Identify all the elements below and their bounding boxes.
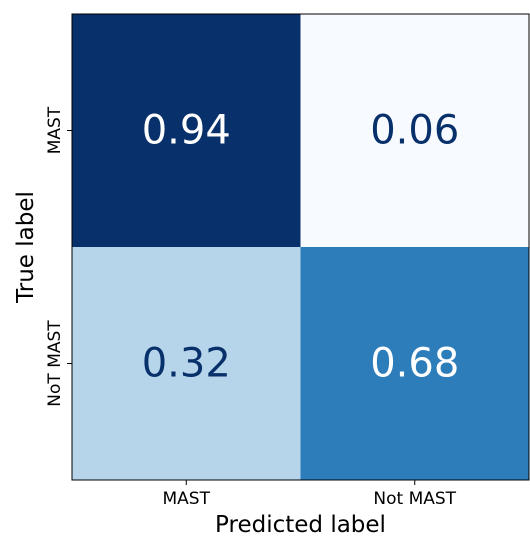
heatmap-cell-r1-c0	[72, 247, 301, 480]
y-tick-label-0: MAST	[45, 106, 65, 154]
x-tick-label-0: MAST	[163, 489, 211, 509]
heatmap-cell-r0-c0	[72, 14, 301, 247]
cell-value-labels: 0.94 0.06 0.32 0.68	[142, 108, 460, 387]
x-axis-label: Predicted label	[215, 512, 386, 537]
y-axis-label: True label	[13, 191, 39, 304]
x-tick-label-1: Not MAST	[373, 489, 456, 509]
cell-value-label-r1-c0: 0.32	[142, 341, 231, 387]
y-tick-label-1: NoT MAST	[45, 320, 65, 407]
heatmap-cells	[72, 14, 529, 480]
cell-value-label-r1-c1: 0.68	[370, 341, 459, 387]
heatmap-cell-r1-c1	[300, 247, 529, 480]
plot-frame	[71, 13, 530, 481]
heatmap-cell-r0-c1	[300, 14, 529, 247]
axes: MAST Not MAST MAST NoT MAST	[45, 13, 530, 509]
cell-value-label-r0-c0: 0.94	[142, 108, 231, 154]
cell-value-label-r0-c1: 0.06	[370, 108, 459, 154]
